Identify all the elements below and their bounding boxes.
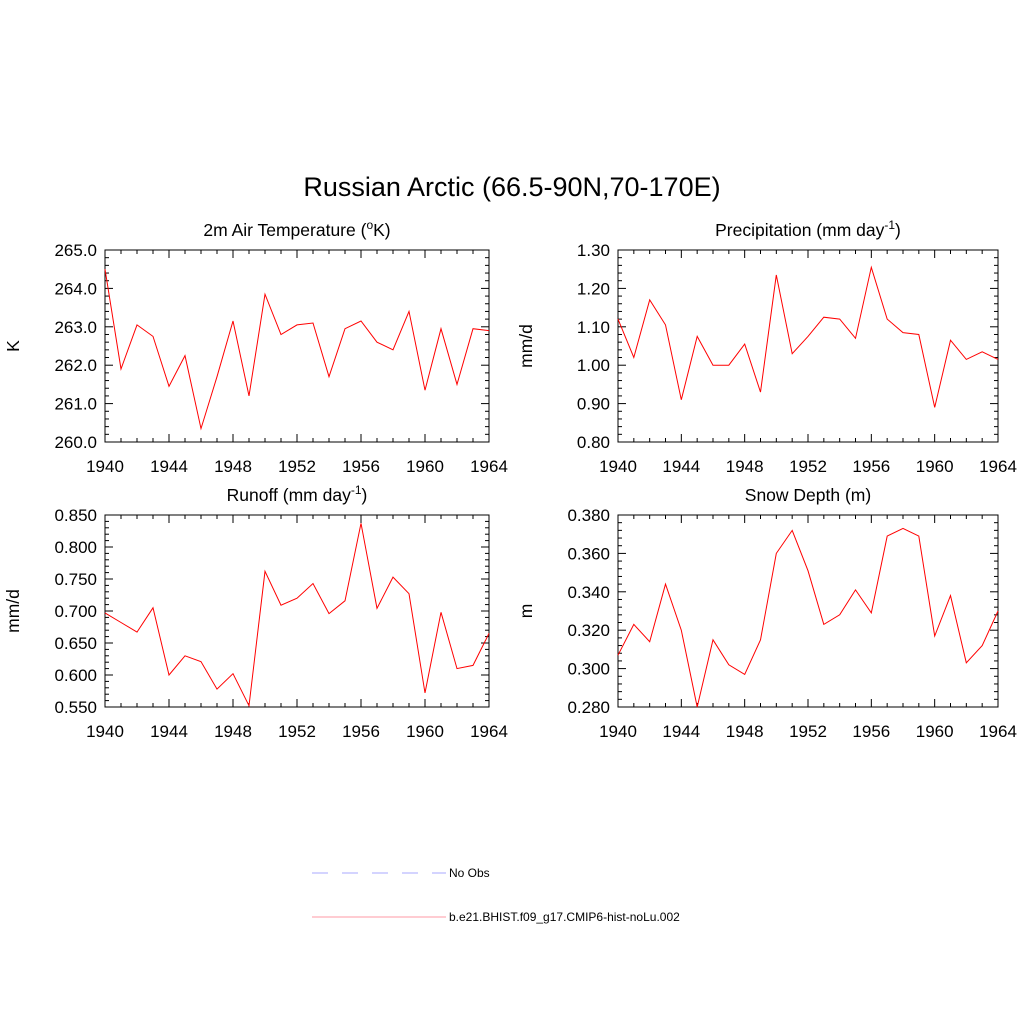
x-tick-label: 1940 [599, 722, 637, 741]
panel-title-text: 2m Air Temperature ( [203, 220, 366, 240]
x-tick-label: 1960 [406, 722, 444, 741]
y-axis-label: m [516, 604, 536, 619]
panel-title-tail: K) [373, 220, 391, 240]
legend-item-1: No Obs [312, 866, 490, 880]
panel-title-superscript: o [366, 218, 373, 232]
y-tick-label: 0.380 [567, 506, 610, 525]
chart-panel-4: Snow Depth (m) m 1940 1944 1948 1952 1956 1960 1… [516, 485, 1017, 741]
y-tick-label: 0.850 [54, 506, 97, 525]
chart-panel-3: Runoff (mm day-1) mm/d 1940 1944 1948 1952 195… [3, 483, 508, 741]
x-tick-label: 1944 [150, 457, 188, 476]
y-tick-label: 0.360 [567, 544, 610, 563]
y-tick-label: 264.0 [54, 279, 97, 298]
panel-title-text: Snow Depth (m) [745, 485, 871, 505]
legend-label: b.e21.BHIST.f09_g17.CMIP6-hist-noLu.002 [449, 910, 680, 924]
y-tick-label: 0.340 [567, 583, 610, 602]
y-tick-label: 0.90 [577, 395, 610, 414]
x-tick-label: 1944 [662, 722, 700, 741]
x-tick-label: 1964 [979, 457, 1017, 476]
y-tick-label: 0.800 [54, 538, 97, 557]
x-tick-label: 1960 [916, 722, 954, 741]
y-tick-label: 265.0 [54, 241, 97, 260]
legend: No Obs b.e21.BHIST.f09_g17.CMIP6-hist-noL… [312, 866, 680, 924]
y-tick-label: 0.600 [54, 666, 97, 685]
y-tick-label: 1.10 [577, 318, 610, 337]
y-tick-label: 0.750 [54, 570, 97, 589]
y-tick-label: 1.20 [577, 279, 610, 298]
x-tick-label: 1964 [470, 457, 508, 476]
x-tick-label: 1952 [278, 722, 316, 741]
x-tick-label: 1940 [86, 457, 124, 476]
series-line [617, 527, 999, 708]
x-tick-label: 1948 [214, 457, 252, 476]
panel-title: Precipitation (mm day-1) [715, 218, 901, 240]
y-tick-label: 263.0 [54, 318, 97, 337]
x-tick-label: 1956 [852, 722, 890, 741]
series-line [104, 523, 490, 708]
panel-title: 2m Air Temperature (oK) [203, 218, 390, 240]
panel-title-text: Precipitation (mm day [715, 220, 884, 240]
x-tick-label: 1944 [662, 457, 700, 476]
x-tick-label: 1944 [150, 722, 188, 741]
y-tick-label: 261.0 [54, 395, 97, 414]
panel-title-text: Runoff (mm day [227, 485, 351, 505]
y-tick-label: 0.280 [567, 698, 610, 717]
x-tick-label: 1952 [278, 457, 316, 476]
y-tick-label: 260.0 [54, 433, 97, 452]
x-tick-label: 1952 [789, 722, 827, 741]
plot-frame [104, 514, 490, 708]
legend-label: No Obs [449, 866, 490, 880]
x-tick-label: 1964 [979, 722, 1017, 741]
x-tick-label: 1940 [599, 457, 637, 476]
y-tick-label: 0.80 [577, 433, 610, 452]
x-tick-label: 1948 [726, 457, 764, 476]
plot-frame [617, 249, 999, 443]
chart-panel-1: 2m Air Temperature (oK) K 1940 1944 1948 1952… [3, 218, 508, 476]
y-tick-label: 0.550 [54, 698, 97, 717]
x-tick-label: 1956 [342, 457, 380, 476]
x-tick-label: 1956 [342, 722, 380, 741]
y-axis-label: mm/d [3, 589, 23, 633]
y-tick-label: 0.700 [54, 602, 97, 621]
panel-title-tail: ) [362, 485, 368, 505]
y-tick-label: 1.30 [577, 241, 610, 260]
y-tick-label: 1.00 [577, 356, 610, 375]
panels-group: 2m Air Temperature (oK) K 1940 1944 1948 1952… [3, 218, 1017, 741]
x-tick-label: 1948 [214, 722, 252, 741]
chart-panel-2: Precipitation (mm day-1) mm/d 1940 1944 1948… [516, 218, 1017, 476]
panel-title-tail: ) [895, 220, 901, 240]
legend-item-2: b.e21.BHIST.f09_g17.CMIP6-hist-noLu.002 [312, 910, 680, 924]
y-tick-label: 0.650 [54, 634, 97, 653]
y-tick-label: 262.0 [54, 356, 97, 375]
x-tick-label: 1948 [726, 722, 764, 741]
plot-frame [104, 249, 490, 443]
series-line [617, 265, 999, 408]
y-tick-label: 0.320 [567, 621, 610, 640]
panel-title: Runoff (mm day-1) [227, 483, 368, 505]
x-tick-label: 1960 [406, 457, 444, 476]
y-axis-label: mm/d [516, 324, 536, 368]
series-line [104, 269, 490, 431]
x-tick-label: 1964 [470, 722, 508, 741]
x-tick-label: 1952 [789, 457, 827, 476]
y-tick-label: 0.300 [567, 660, 610, 679]
panel-title-superscript: -1 [884, 218, 895, 232]
panel-title: Snow Depth (m) [745, 485, 871, 505]
x-tick-label: 1960 [916, 457, 954, 476]
panel-title-superscript: -1 [351, 483, 362, 497]
x-tick-label: 1956 [852, 457, 890, 476]
figure-title: Russian Arctic (66.5-90N,70-170E) [303, 172, 720, 202]
y-axis-label: K [3, 340, 23, 352]
x-tick-label: 1940 [86, 722, 124, 741]
